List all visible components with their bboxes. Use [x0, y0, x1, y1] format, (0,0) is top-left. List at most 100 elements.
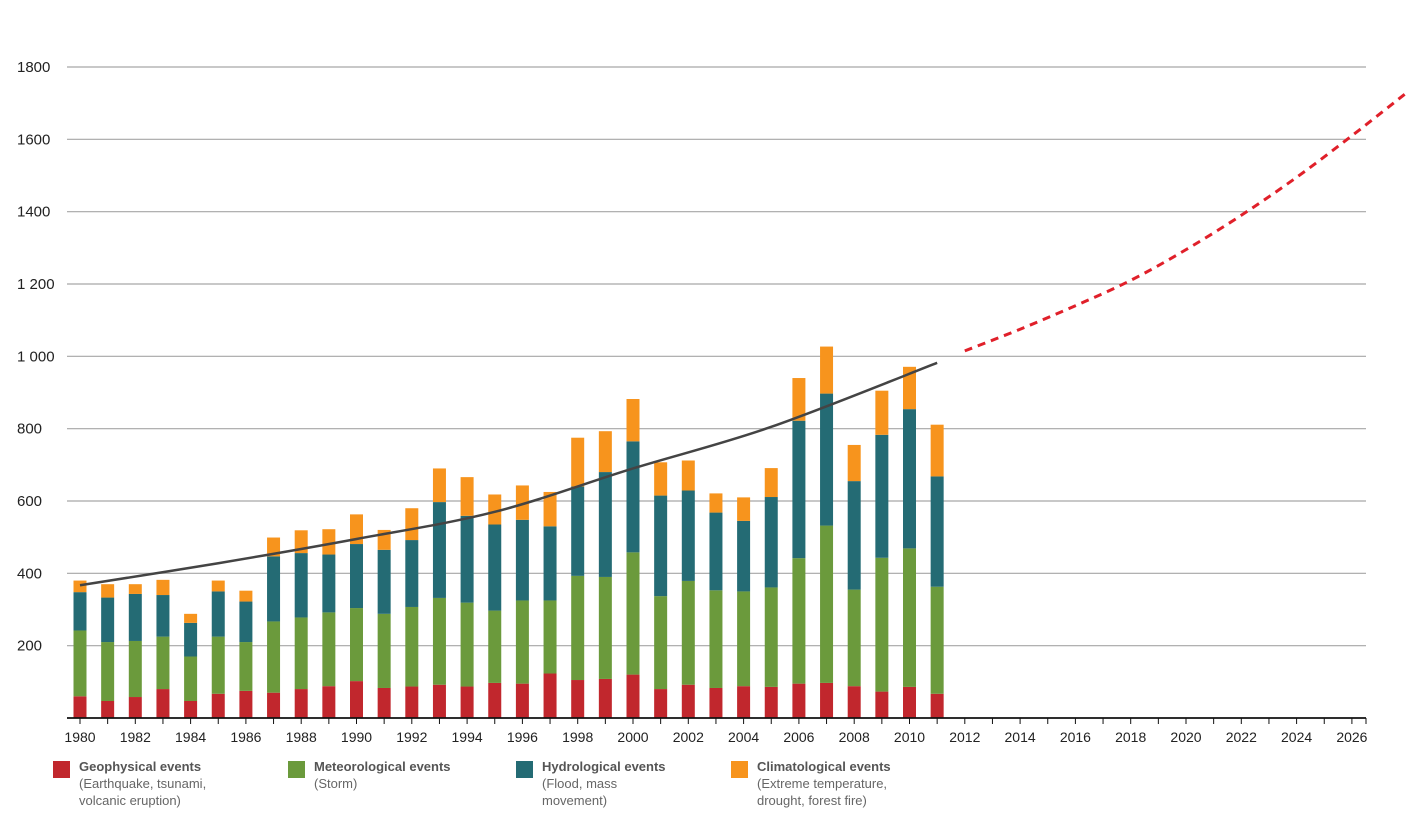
x-tick-label: 1980 [64, 729, 95, 745]
bar-segment [875, 557, 889, 692]
x-tick-label: 1988 [286, 729, 317, 745]
trend-line [79, 361, 938, 587]
gridlines [67, 66, 1366, 647]
bar-segment [101, 584, 115, 598]
bar-segment [184, 622, 198, 657]
x-tick-label: 2004 [728, 729, 759, 745]
bar-segment [156, 595, 170, 637]
x-tick-label: 2020 [1170, 729, 1201, 745]
bar-segment [903, 409, 916, 549]
y-tick-label: 600 [17, 493, 42, 510]
bar-segment [709, 590, 723, 688]
legend-swatch [53, 761, 70, 778]
bar-segment [322, 612, 336, 687]
bar-segment [239, 590, 253, 602]
bar-segment [515, 519, 529, 601]
bar-segment [322, 686, 336, 718]
bar-segment [737, 520, 751, 592]
x-tick-label: 1984 [175, 729, 206, 745]
bar-segment [792, 378, 806, 421]
bar-segment [764, 468, 778, 498]
bar-segment [460, 602, 474, 687]
bar-segment [350, 544, 363, 609]
y-tick-label: 200 [17, 638, 42, 655]
bar-segment [128, 593, 142, 641]
bar-segment [294, 689, 308, 718]
x-tick-label: 2010 [894, 729, 925, 745]
legend-swatch [288, 761, 305, 778]
bar-segment [875, 691, 889, 718]
bar-segment [820, 346, 834, 394]
bar-segment [626, 441, 640, 553]
bar-segment [156, 579, 170, 596]
x-tick-label: 1998 [562, 729, 593, 745]
bar-segment [515, 683, 529, 718]
bar-segment [184, 613, 198, 623]
x-tick-label: 2016 [1060, 729, 1091, 745]
bar-segment [515, 600, 529, 684]
x-tick-label: 2026 [1336, 729, 1367, 745]
legend-description: (Storm) [314, 776, 358, 791]
bar-segment [792, 558, 806, 684]
legend-swatch [731, 761, 748, 778]
x-tick-label: 1990 [341, 729, 372, 745]
bar-segment [598, 576, 612, 679]
bar-segment [820, 525, 834, 683]
bar-segment [405, 686, 419, 718]
bar-segment [488, 494, 502, 525]
bar-segment [930, 424, 944, 477]
bar-segment [294, 617, 308, 690]
y-tick-label: 1400 [17, 204, 50, 221]
bar-segment [820, 682, 834, 718]
bar-segment [571, 680, 585, 718]
bar-segment [626, 674, 640, 718]
bar-segment [350, 514, 363, 545]
bar-segment [875, 434, 889, 558]
legend-description: (Earthquake, tsunami, volcanic eruption) [79, 776, 207, 808]
bar-segment [654, 596, 668, 690]
legend-item: Hydrological events (Flood, mass movement… [516, 758, 666, 809]
legend-title: Geophysical events [79, 759, 202, 774]
bar-segment [432, 684, 446, 718]
legend-description: (Flood, mass movement) [542, 776, 618, 808]
x-axis-labels: 1980 1982 1984 1986 1988 1990 1992 1994 1996 1998… [64, 729, 1367, 745]
bar-segment [930, 476, 944, 587]
bars [73, 346, 944, 718]
x-axis [67, 717, 1367, 724]
x-tick-label: 1986 [230, 729, 261, 745]
bar-segment [792, 683, 806, 718]
x-tick-label: 2000 [617, 729, 648, 745]
bar-segment [626, 399, 640, 442]
bar-segment [681, 490, 695, 581]
legend-title: Hydrological events [542, 759, 666, 774]
x-tick-label: 2012 [949, 729, 980, 745]
bar-segment [239, 601, 253, 643]
bar-segment [322, 554, 336, 613]
bar-segment [598, 678, 612, 718]
bar-segment [239, 642, 253, 691]
bar-segment [267, 556, 281, 622]
bar-segment [101, 597, 115, 643]
x-tick-label: 2002 [673, 729, 704, 745]
bar-segment [654, 462, 668, 496]
bar-segment [488, 610, 502, 683]
bar-segment [211, 693, 225, 718]
bar-segment [737, 497, 751, 521]
bar-segment [73, 592, 87, 631]
legend-text: Hydrological events (Flood, mass movement… [542, 758, 666, 809]
y-tick-label: 1800 [17, 59, 50, 76]
legend-text: Geophysical events (Earthquake, tsunami, … [79, 758, 206, 809]
x-tick-label: 2018 [1115, 729, 1146, 745]
bar-segment [377, 613, 391, 688]
legend-text: Climatological events (Extreme temperatur… [757, 758, 891, 809]
bar-segment [405, 540, 419, 607]
bar-segment [184, 701, 198, 718]
bar-segment [764, 497, 778, 588]
trend-lines [79, 91, 1409, 587]
y-tick-label: 800 [17, 421, 42, 438]
bar-segment [847, 444, 861, 482]
bar-segment [515, 485, 529, 520]
bar-segment [128, 584, 142, 594]
x-tick-label: 1992 [396, 729, 427, 745]
